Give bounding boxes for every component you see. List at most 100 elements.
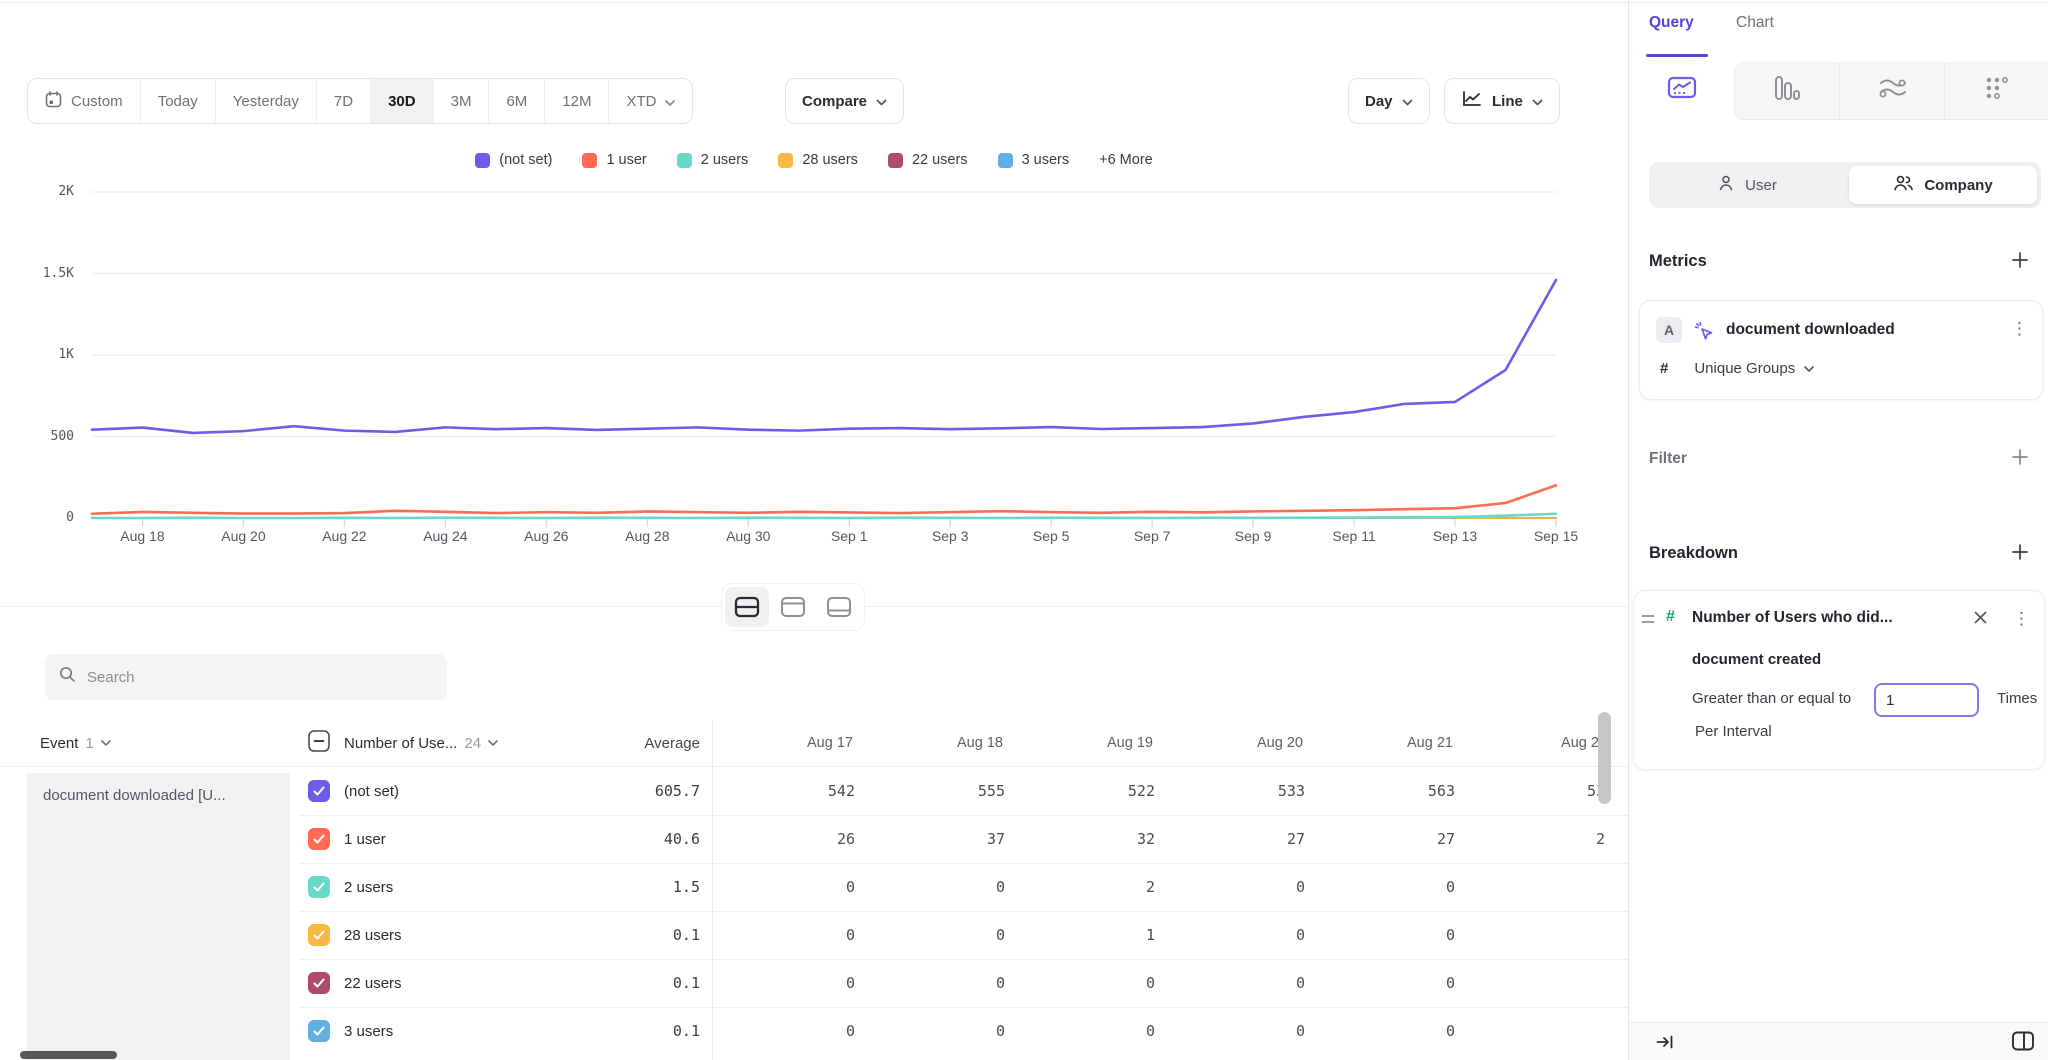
date-column-header[interactable]: Aug 19 — [1107, 735, 1153, 751]
breakdown-title[interactable]: Number of Users who did... — [1692, 609, 1893, 626]
legend-item[interactable]: 2 users — [676, 152, 748, 168]
add-metric-button[interactable] — [2010, 250, 2030, 275]
scope-user-option[interactable]: User — [1649, 162, 1845, 208]
panel-footer — [1629, 1022, 2048, 1060]
legend-swatch — [997, 152, 1013, 168]
legend-item[interactable]: (not set) — [475, 152, 552, 168]
table-rows: (not set) 605.7 542 555 522 533 563 53 1 user 40.… — [0, 767, 1628, 1055]
layout-split-even-button[interactable] — [725, 587, 769, 627]
query-panel: Query Chart User — [1628, 0, 2048, 1060]
x-tick-label: Sep 13 — [1432, 528, 1478, 544]
close-icon[interactable] — [1974, 611, 1987, 629]
row-value: 0 — [845, 1022, 855, 1040]
row-value: 563 — [1427, 782, 1455, 800]
row-value: 542 — [827, 782, 855, 800]
range-xtd[interactable]: XTD — [608, 79, 692, 123]
search-box[interactable] — [45, 654, 447, 700]
metric-kebab-menu[interactable]: ⋮ — [2011, 319, 2028, 339]
chart-type-flow-tab[interactable] — [1839, 62, 1944, 120]
chart-type-bar-tab[interactable] — [1734, 62, 1839, 120]
collapse-panel-icon[interactable] — [1655, 1032, 1675, 1057]
tab-chart[interactable]: Chart — [1736, 14, 1774, 31]
legend-item[interactable]: 28 users — [778, 152, 858, 168]
event-click-icon — [1694, 321, 1714, 346]
y-tick-label: 1.5K — [42, 265, 74, 281]
chevron-down-icon — [665, 93, 676, 110]
row-value: 37 — [986, 830, 1005, 848]
range-30d[interactable]: 30D — [370, 79, 433, 123]
select-all-checkbox[interactable] — [308, 729, 330, 757]
layout-top-band-button[interactable] — [771, 587, 815, 627]
tab-query[interactable]: Query — [1649, 14, 1694, 31]
add-filter-button[interactable] — [2010, 447, 2030, 472]
range-custom[interactable]: Custom — [28, 79, 140, 123]
breakdown-event[interactable]: document created — [1692, 651, 1822, 668]
breakdown-kebab-menu[interactable]: ⋮ — [2013, 609, 2030, 629]
date-column-header[interactable]: Aug 20 — [1257, 735, 1303, 751]
series-line[interactable] — [90, 278, 1558, 435]
metric-card[interactable]: A document downloaded ⋮ # Unique Groups — [1639, 300, 2043, 400]
date-column-header[interactable]: Aug 17 — [807, 735, 853, 751]
chart-type-label: Line — [1492, 92, 1523, 110]
row-checkbox[interactable] — [308, 972, 330, 994]
chart-type-grid-tab[interactable] — [1944, 62, 2048, 120]
y-tick-label: 500 — [50, 428, 74, 444]
row-value: 0 — [845, 974, 855, 992]
group-column-header[interactable]: Number of Use... 24 — [344, 735, 498, 752]
row-value: 0 — [1445, 878, 1455, 896]
metric-aggregation[interactable]: # Unique Groups — [1660, 360, 1815, 377]
breakdown-per-interval[interactable]: Per Interval — [1695, 723, 1772, 740]
chart-type-button[interactable]: Line — [1444, 78, 1560, 124]
range-label: Today — [157, 92, 198, 110]
add-breakdown-button[interactable] — [2010, 542, 2030, 567]
scope-company-option[interactable]: Company — [1845, 162, 2041, 208]
legend-item[interactable]: 1 user — [582, 152, 647, 168]
row-checkbox[interactable] — [308, 924, 330, 946]
date-column-header[interactable]: Aug 21 — [1407, 735, 1453, 751]
legend-label: 28 users — [802, 152, 858, 168]
date-column-header[interactable]: Aug 2 — [1561, 735, 1599, 751]
split-pane-icon[interactable] — [2011, 1030, 2035, 1057]
x-tick-label: Sep 11 — [1332, 528, 1376, 544]
drag-handle-icon[interactable] — [1642, 615, 1654, 627]
layout-toggle-group — [722, 584, 864, 630]
chevron-down-icon — [488, 740, 498, 746]
breakdown-condition[interactable]: Greater than or equal to — [1692, 690, 1852, 707]
range-today[interactable]: Today — [139, 79, 215, 123]
compare-button[interactable]: Compare — [785, 78, 905, 124]
range-12m[interactable]: 12M — [544, 79, 608, 123]
legend-item[interactable]: 22 users — [887, 152, 968, 168]
series-line[interactable] — [90, 484, 1558, 516]
row-average: 0.1 — [672, 926, 700, 944]
horizontal-scrollbar[interactable] — [20, 1051, 117, 1059]
legend-item[interactable]: 3 users — [997, 152, 1069, 168]
metric-letter-badge: A — [1656, 317, 1682, 343]
line-chart: 0 500 1K 1.5K 2K Aug 18 Aug 20 Aug 22 Aug 24 Aug… — [0, 140, 1628, 560]
date-column-header[interactable]: Aug 18 — [957, 735, 1003, 751]
range-yesterday[interactable]: Yesterday — [214, 79, 316, 123]
row-checkbox[interactable] — [308, 876, 330, 898]
row-label: (not set) — [344, 782, 400, 800]
breakdown-value-input[interactable] — [1874, 683, 1979, 717]
event-column-header[interactable]: Event 1 — [40, 735, 111, 752]
metric-event-name[interactable]: document downloaded — [1726, 321, 1895, 338]
row-checkbox[interactable] — [308, 828, 330, 850]
legend-more-link[interactable]: +6 More — [1099, 152, 1153, 168]
range-3m[interactable]: 3M — [432, 79, 489, 123]
search-input[interactable] — [87, 668, 433, 686]
chart-type-line-tab[interactable] — [1629, 62, 1734, 120]
main-area: Custom Today Yesterday 7D 30D 3M 6M 12M XTD Comp… — [0, 78, 1628, 1060]
series-line[interactable] — [90, 512, 1558, 520]
range-7d[interactable]: 7D — [315, 79, 370, 123]
row-value: 1 — [1145, 926, 1155, 944]
row-value: 533 — [1277, 782, 1305, 800]
row-checkbox[interactable] — [308, 780, 330, 802]
event-cell[interactable]: document downloaded [U... — [27, 773, 290, 1060]
row-checkbox[interactable] — [308, 1020, 330, 1042]
event-count: 1 — [85, 734, 94, 752]
vertical-scrollbar[interactable] — [1598, 712, 1611, 804]
granularity-button[interactable]: Day — [1348, 78, 1430, 124]
range-6m[interactable]: 6M — [488, 79, 544, 123]
x-tick-label: Sep 7 — [1133, 528, 1171, 544]
layout-bottom-band-button[interactable] — [817, 587, 861, 627]
